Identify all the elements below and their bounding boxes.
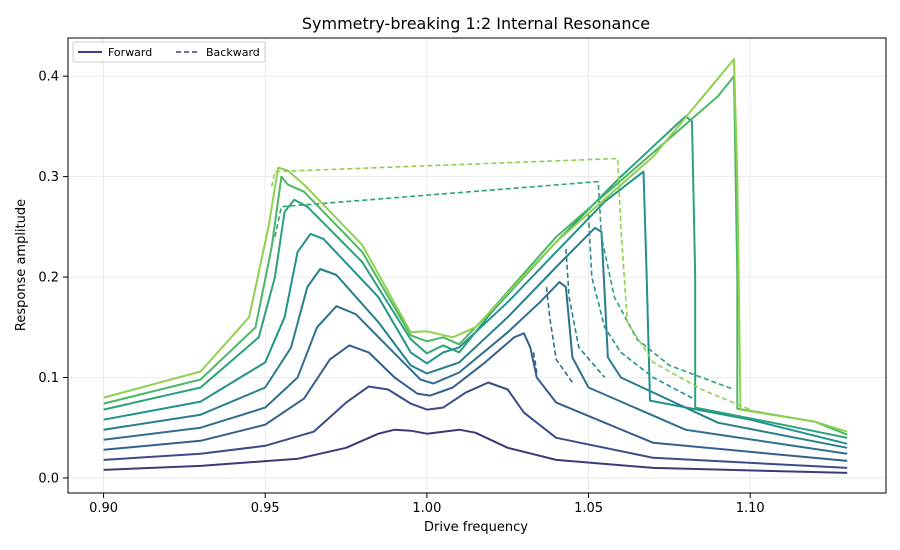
series-8-forward-line	[103, 58, 848, 433]
series-5-forward-line	[103, 170, 848, 445]
series-layer	[103, 58, 848, 474]
plot-frame	[67, 37, 887, 494]
series-6-forward-line	[103, 115, 848, 439]
x-tick-label: 1.05	[574, 501, 603, 516]
x-axis-label: Drive frequency	[424, 520, 528, 535]
y-axis-label: Response amplitude	[14, 199, 29, 331]
y-tick-label: 0.4	[38, 70, 59, 85]
series-3-forward-line	[103, 281, 848, 455]
x-tick-label: 0.90	[89, 501, 118, 516]
legend-box	[72, 41, 266, 63]
series-1-forward-line	[103, 381, 848, 469]
series-5-backward-line	[587, 214, 696, 401]
series-8-backward-line	[270, 157, 751, 411]
legend-forward-label: Forward	[108, 46, 152, 59]
x-tick-label: 1.10	[736, 501, 765, 516]
series-2-forward-line	[103, 332, 848, 462]
y-tick-label: 0.2	[38, 271, 59, 286]
series-4-backward-line	[565, 248, 606, 379]
series-6-backward-line	[274, 180, 735, 391]
series-2-backward-line	[532, 352, 538, 373]
series-3-backward-line	[545, 287, 574, 383]
chart-title: Symmetry-breaking 1:2 Internal Resonance	[302, 14, 650, 33]
y-tick-label: 0.0	[38, 471, 59, 486]
legend: Forward Backward	[72, 41, 266, 63]
x-tick-label: 1.00	[412, 501, 441, 516]
grid	[68, 38, 886, 493]
series-0-forward-line	[103, 428, 848, 474]
series-4-forward-line	[103, 226, 848, 449]
legend-backward-label: Backward	[206, 46, 260, 59]
y-tick-label: 0.3	[38, 170, 59, 185]
x-tick-label: 0.95	[251, 501, 280, 516]
axis-ticks: 0.90 0.95 1.00 1.05 1.10 0.0 0.1 0.2 0.3 0.4	[38, 70, 764, 516]
series-7-forward-line	[103, 75, 848, 436]
y-tick-label: 0.1	[38, 371, 59, 386]
